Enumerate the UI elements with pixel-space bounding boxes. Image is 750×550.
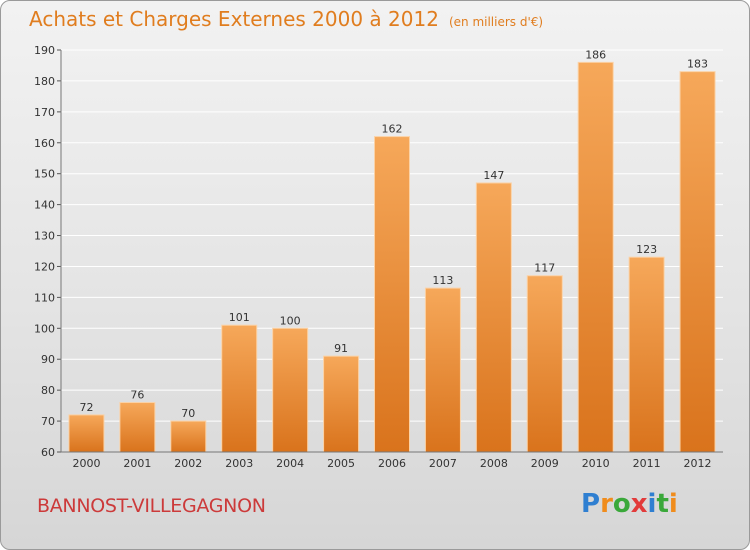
bar-value-label: 117 — [534, 262, 555, 275]
y-axis: 60 70 80 90 100 110 120 130 140 150 160 170 180 190 — [34, 44, 62, 459]
x-tick-label: 2001 — [123, 457, 151, 470]
bar — [323, 355, 360, 453]
proxiti-logo: Proxiti — [581, 489, 678, 519]
y-tick-label: 140 — [34, 199, 55, 212]
bar-value-label: 72 — [79, 401, 93, 414]
chart-subtitle: (en milliers d'€) — [448, 15, 544, 29]
bar — [170, 420, 207, 453]
bar — [577, 61, 614, 453]
x-tick-label: 2006 — [378, 457, 406, 470]
brand-letter: t — [656, 489, 669, 519]
x-tick-label: 2008 — [480, 457, 508, 470]
x-tick-label: 2002 — [174, 457, 202, 470]
x-tick-label: 2003 — [225, 457, 253, 470]
chart-title: Achats et Charges Externes 2000 à 2012 — [29, 7, 439, 31]
y-tick-label: 170 — [34, 106, 55, 119]
y-tick-label: 90 — [41, 353, 55, 366]
city-name: BANNOST-VILLEGAGNON — [37, 495, 266, 517]
y-tick-label: 60 — [41, 446, 55, 459]
y-tick-label: 100 — [34, 322, 55, 335]
bar-value-label: 70 — [181, 407, 195, 420]
y-tick-label: 180 — [34, 75, 55, 88]
bar-value-label: 183 — [687, 58, 708, 71]
bar — [526, 275, 563, 453]
y-tick-label: 70 — [41, 415, 55, 428]
bar-value-label: 147 — [483, 169, 504, 182]
brand-letter: x — [630, 489, 648, 519]
bar-value-label: 113 — [432, 274, 453, 287]
bar — [475, 182, 512, 453]
brand-letter: r — [600, 489, 613, 519]
bar-value-label: 186 — [585, 48, 606, 61]
x-tick-label: 2010 — [582, 457, 610, 470]
bars — [68, 61, 716, 453]
bar — [68, 414, 105, 453]
bar — [424, 287, 461, 453]
bar — [272, 327, 309, 453]
x-tick-label: 2005 — [327, 457, 355, 470]
y-tick-label: 110 — [34, 291, 55, 304]
x-tick-label: 2007 — [429, 457, 457, 470]
x-axis: 2000 2001 2002 2003 2004 2005 2006 2007 2008 2009… — [61, 451, 723, 470]
x-tick-label: 2012 — [684, 457, 712, 470]
brand-letter: i — [647, 489, 657, 519]
bar — [679, 71, 716, 453]
brand-letter: i — [668, 489, 678, 519]
x-tick-label: 2009 — [531, 457, 559, 470]
bar-value-label: 91 — [334, 342, 348, 355]
x-tick-label: 2000 — [72, 457, 100, 470]
bar-value-label: 162 — [382, 123, 403, 136]
bar — [221, 324, 258, 453]
y-tick-label: 130 — [34, 230, 55, 243]
bar-value-label: 76 — [130, 389, 144, 402]
brand-letter: P — [581, 489, 601, 519]
y-tick-label: 120 — [34, 260, 55, 273]
x-tick-label: 2011 — [633, 457, 661, 470]
bar — [374, 136, 410, 453]
data-labels: 72 76 70 101 100 91 162 113 147 117 186 123 183 — [79, 48, 708, 420]
x-tick-label: 2004 — [276, 457, 304, 470]
y-tick-label: 150 — [34, 168, 55, 181]
y-tick-label: 190 — [34, 44, 55, 57]
bar — [628, 256, 665, 453]
bar-value-label: 101 — [229, 311, 250, 324]
brand-letter: o — [612, 489, 631, 519]
y-tick-label: 160 — [34, 137, 55, 150]
bar — [119, 402, 156, 453]
title-block: Achats et Charges Externes 2000 à 2012 (e… — [29, 7, 543, 31]
y-tick-label: 80 — [41, 384, 55, 397]
bar-value-label: 100 — [280, 314, 301, 327]
bar-value-label: 123 — [636, 243, 657, 256]
